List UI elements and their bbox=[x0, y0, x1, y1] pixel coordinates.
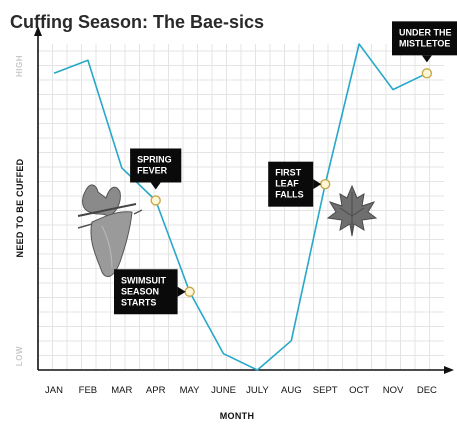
x-tick-labels: JAN FEB MAR APR MAY JUNE JULY AUG SEPT OCT NOV DEC bbox=[45, 385, 437, 396]
annotation-point bbox=[320, 178, 331, 190]
x-tick-label: APR bbox=[146, 385, 166, 396]
x-tick-label: FEB bbox=[79, 385, 97, 396]
x-axis-label: MONTH bbox=[220, 411, 255, 421]
y-axis-label: NEED TO BE CUFFED bbox=[15, 158, 25, 257]
callout-text-line: LEAF bbox=[275, 179, 299, 189]
x-tick-label: MAY bbox=[180, 385, 201, 396]
callout-box bbox=[130, 148, 182, 183]
callout-box bbox=[392, 21, 457, 56]
callout-pointer bbox=[421, 55, 432, 63]
chart-title: Cuffing Season: The Bae-sics bbox=[10, 12, 264, 32]
callout-pointer bbox=[177, 286, 186, 297]
x-tick-label: NOV bbox=[383, 385, 404, 396]
y-axis-arrow bbox=[34, 26, 42, 36]
chart-grid bbox=[38, 44, 444, 370]
bikini-image bbox=[77, 184, 143, 278]
callout-text-line: UNDER THE bbox=[399, 27, 452, 37]
x-tick-label: OCT bbox=[349, 385, 369, 396]
callout-text-line: FEVER bbox=[137, 165, 168, 175]
x-tick-label: AUG bbox=[281, 385, 302, 396]
x-axis-arrow bbox=[444, 366, 454, 374]
callout-text-line: MISTLETOE bbox=[399, 38, 450, 48]
annotation-point bbox=[421, 68, 433, 79]
callout-text-line: SEASON bbox=[121, 286, 159, 296]
cuffing-need-line bbox=[53, 43, 428, 371]
x-tick-label: JULY bbox=[246, 385, 269, 396]
y-tick-high: HIGH bbox=[15, 55, 24, 77]
maple-leaf-image bbox=[326, 184, 378, 237]
x-tick-label: MAR bbox=[111, 385, 132, 396]
callout-pointer bbox=[150, 182, 161, 190]
x-tick-label: SEPT bbox=[313, 385, 338, 396]
x-tick-label: JAN bbox=[45, 385, 63, 396]
callout-box bbox=[268, 161, 314, 207]
series-line bbox=[53, 43, 428, 371]
callout-text-line: STARTS bbox=[121, 297, 156, 307]
callout-box bbox=[114, 269, 178, 315]
callout-text-line: SPRING bbox=[137, 154, 172, 164]
annotation-point bbox=[150, 195, 161, 206]
x-tick-label: DEC bbox=[417, 385, 437, 396]
x-tick-label: JUNE bbox=[211, 385, 236, 396]
y-tick-low: LOW bbox=[15, 346, 24, 366]
annotation-point bbox=[184, 286, 195, 297]
chart-axes bbox=[34, 26, 454, 374]
callout-text-line: FALLS bbox=[275, 190, 304, 200]
callout-text-line: FIRST bbox=[275, 168, 302, 178]
callout-text-line: SWIMSUIT bbox=[121, 275, 166, 285]
callout-pointer bbox=[313, 179, 322, 190]
annotation-markers bbox=[150, 68, 433, 297]
